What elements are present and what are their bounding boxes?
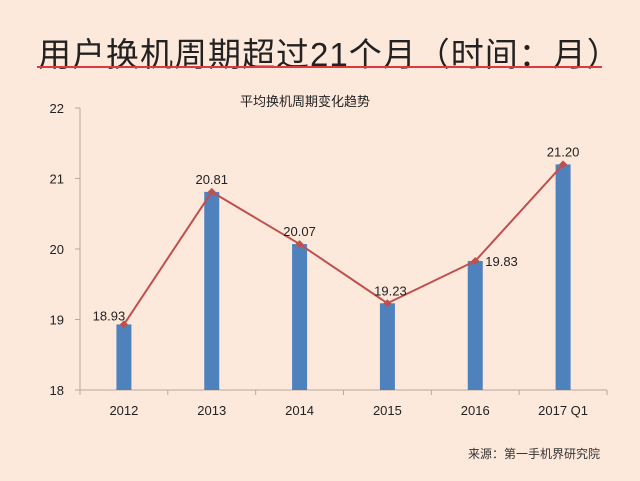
line-marker [119,320,128,329]
bar [555,164,571,390]
bar [379,303,395,390]
x-tick-label: 2013 [197,403,226,418]
line-marker [471,256,480,265]
bar [292,244,308,390]
chart-title: 平均换机周期变化趋势 [240,94,370,109]
line-marker [207,187,216,196]
x-tick-label: 2012 [109,403,138,418]
line-marker [383,299,392,308]
y-tick-label: 22 [50,101,64,116]
x-tick-label: 2014 [285,403,314,418]
title-underline [37,66,602,68]
y-tick-label: 19 [50,313,64,328]
x-tick-label: 2016 [461,403,490,418]
x-tick-label: 2015 [373,403,402,418]
line-marker [295,240,304,249]
y-tick-label: 18 [50,383,64,398]
y-tick-label: 20 [50,242,64,257]
trend-line [123,163,564,325]
data-label: 18.93 [93,308,126,323]
data-label: 21.20 [547,144,580,159]
x-tick-label: 2017 Q1 [538,403,588,418]
line-marker [559,160,568,169]
bar [467,260,483,390]
data-label: 20.81 [195,172,228,187]
bar [204,191,220,390]
bar [116,324,132,390]
data-label: 20.07 [283,224,316,239]
source-note: 来源：第一手机界研究院 [468,447,601,461]
data-label: 19.23 [374,283,407,298]
data-label: 19.83 [485,254,518,269]
y-tick-label: 21 [50,172,64,187]
